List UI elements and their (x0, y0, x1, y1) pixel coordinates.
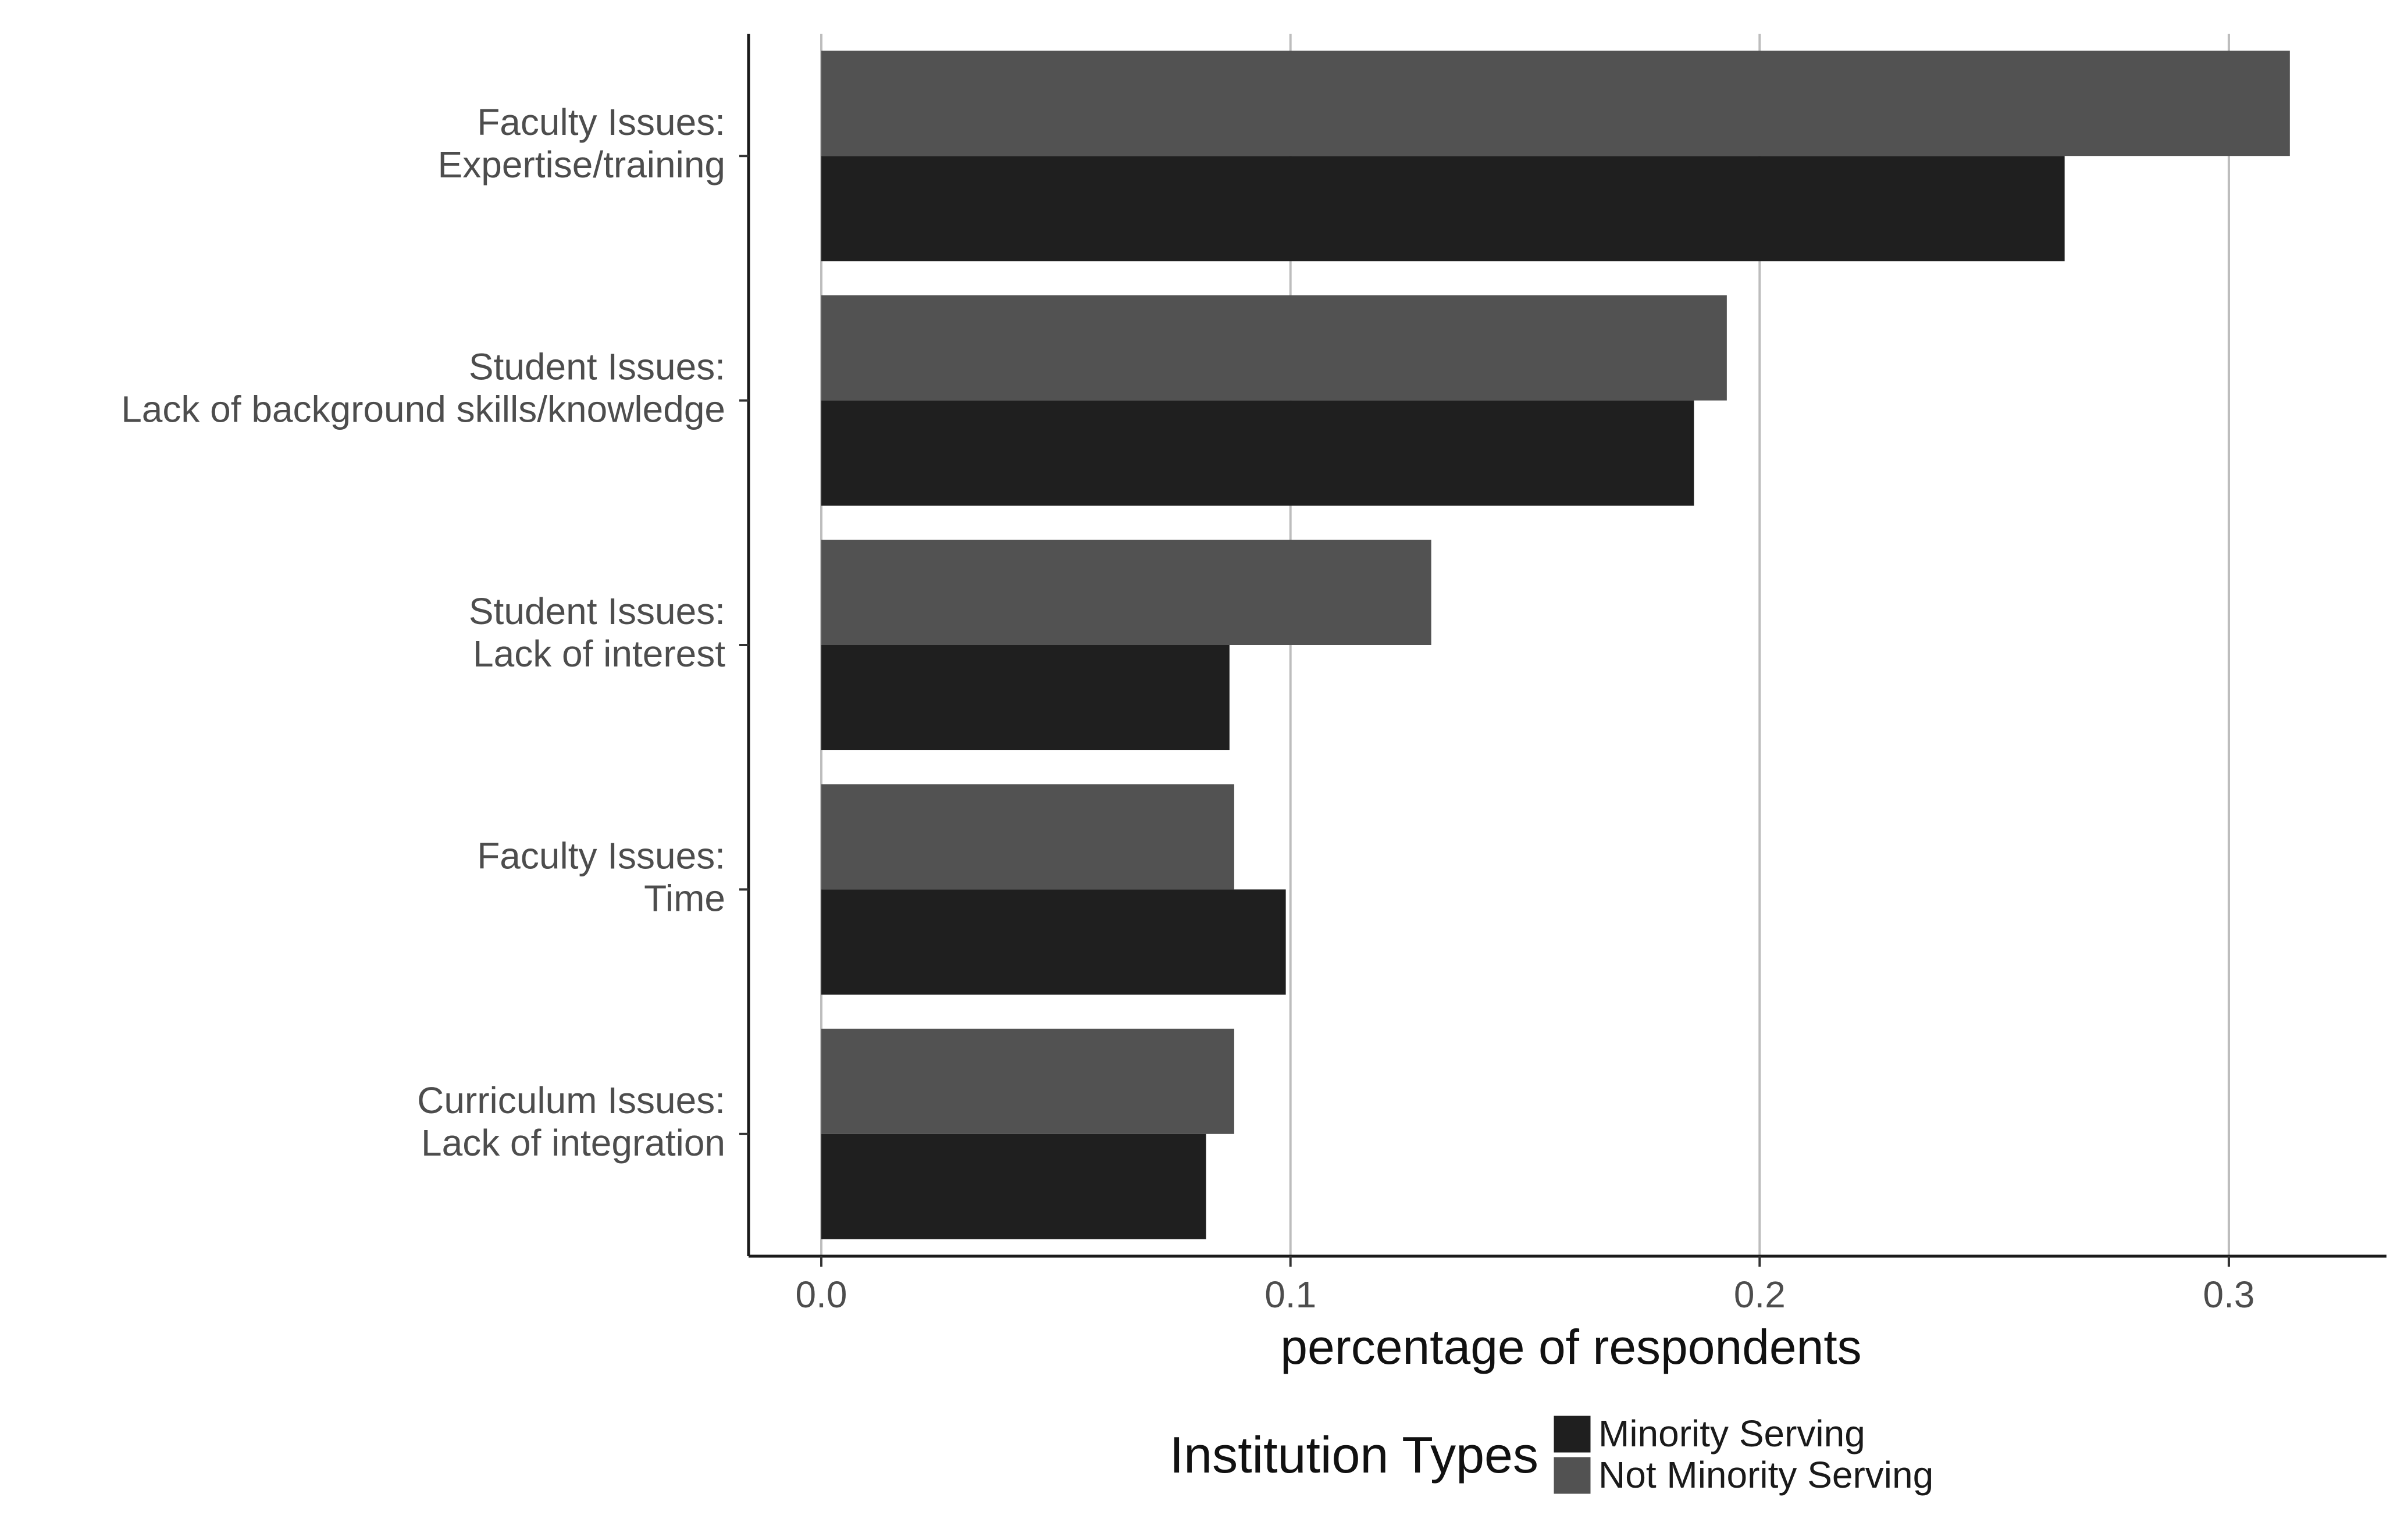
y-tick-label-line: Student Issues: (469, 590, 725, 632)
y-tick-label-line: Student Issues: (469, 346, 725, 388)
y-tick-label-line: Expertise/training (438, 144, 725, 186)
legend-swatch (1552, 1414, 1593, 1455)
y-tick-label-2: Student Issues: Lack of interest (469, 590, 725, 675)
x-tick-label-1: 0.1 (1264, 1274, 1316, 1316)
bar-not-minority-serving-2 (821, 540, 1431, 645)
y-axis-ticks: Faculty Issues: Expertise/trainingStudent… (121, 101, 749, 1164)
legend-label: Not Minority Serving (1598, 1454, 1933, 1496)
x-tick-label-3: 0.3 (2203, 1274, 2254, 1316)
y-tick-label-line: Faculty Issues: (477, 835, 725, 876)
y-tick-label-3: Faculty Issues: Time (477, 835, 725, 919)
bar-minority-serving-3 (821, 889, 1286, 995)
legend-swatch (1552, 1455, 1593, 1496)
legend-title: Institution Types (1170, 1426, 1538, 1484)
y-tick-label-line: Lack of interest (473, 633, 725, 675)
y-tick-label-line: Lack of background skills/knowledge (121, 388, 725, 430)
y-tick-label-0: Faculty Issues: Expertise/training (438, 101, 725, 186)
bar-minority-serving-2 (821, 645, 1230, 750)
x-axis-title: percentage of respondents (1280, 1320, 1861, 1374)
y-tick-label-line: Curriculum Issues: (417, 1079, 725, 1121)
bar-not-minority-serving-1 (821, 295, 1727, 401)
bar-not-minority-serving-0 (821, 51, 2290, 156)
bar-minority-serving-4 (821, 1133, 1206, 1239)
legend-item-minority-serving: Minority Serving (1552, 1413, 1865, 1455)
x-tick-label-0: 0.0 (796, 1274, 847, 1316)
y-tick-label-line: Faculty Issues: (477, 101, 725, 143)
x-tick-label-2: 0.2 (1734, 1274, 1786, 1316)
legend-label: Minority Serving (1598, 1413, 1865, 1455)
bar-minority-serving-1 (821, 400, 1694, 506)
y-tick-label-line: Lack of integration (421, 1122, 725, 1164)
bar-not-minority-serving-3 (821, 784, 1234, 890)
y-tick-label-line: Time (644, 877, 725, 919)
y-tick-label-1: Student Issues: Lack of background skills… (121, 346, 725, 430)
x-axis-ticks: 0.0 0.1 0.2 0.3 (796, 1256, 2254, 1316)
bars (821, 51, 2290, 1239)
bar-not-minority-serving-4 (821, 1028, 1234, 1134)
bar-minority-serving-0 (821, 156, 2065, 262)
legend-item-not-minority-serving: Not Minority Serving (1552, 1454, 1933, 1496)
y-tick-label-4: Curriculum Issues: Lack of integration (417, 1079, 725, 1164)
